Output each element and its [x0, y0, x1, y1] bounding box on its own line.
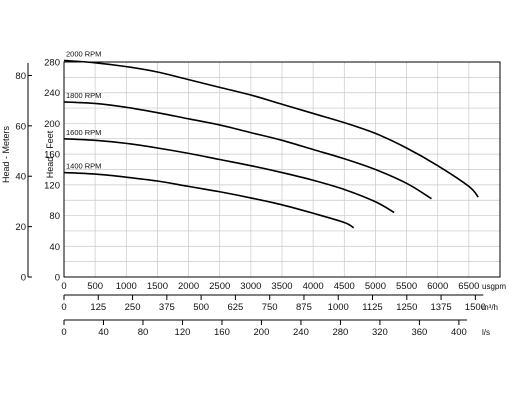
y-tick-label-meters: 40 — [15, 172, 26, 183]
y-axes: 0 40 80 120 160 200 240 280 0 20 40 60 80 — [15, 58, 60, 284]
y-tick-label-meters: 20 — [15, 222, 26, 233]
x-tick-label-usgpm: 6500 — [458, 281, 479, 292]
curve-label: 1600 RPM — [66, 128, 101, 137]
curve-label: 2000 RPM — [66, 49, 101, 58]
y-tick-label-feet: 240 — [44, 88, 60, 99]
x-tick-label-m3h: 1000 — [328, 302, 349, 313]
x-tick-label-usgpm: 0 — [61, 281, 66, 292]
curve-line — [63, 171, 355, 229]
x-tick-label-m3h: 625 — [227, 302, 243, 313]
x-tick-label-ls: 80 — [138, 327, 149, 338]
y-tick-label-feet: 280 — [44, 58, 60, 69]
curve-label: 1800 RPM — [66, 91, 101, 100]
curve-line — [63, 59, 479, 198]
x-tick-label-m3h: 0 — [61, 302, 66, 313]
y-tick-label-feet: 200 — [44, 119, 60, 130]
x-tick-label-ls: 400 — [451, 327, 467, 338]
y-tick-label-feet: 120 — [44, 180, 60, 191]
x-tick-label-usgpm: 5000 — [365, 281, 386, 292]
x-tick-label-usgpm: 5500 — [396, 281, 417, 292]
x-tick-label-ls: 360 — [411, 327, 427, 338]
x-unit-usgpm: usgpm — [482, 282, 506, 291]
x-tick-label-usgpm: 3000 — [240, 281, 261, 292]
chart-grid — [64, 62, 500, 277]
y-tick-label-feet: 160 — [44, 150, 60, 161]
x-tick-label-m3h: 1250 — [396, 302, 417, 313]
x-tick-label-ls: 200 — [254, 327, 270, 338]
x-tick-label-ls: 120 — [175, 327, 191, 338]
x-tick-label-m3h: 250 — [125, 302, 141, 313]
x-tick-label-usgpm: 2500 — [209, 281, 230, 292]
x-tick-label-m3h: 875 — [296, 302, 312, 313]
x-tick-label-m3h: 1375 — [431, 302, 452, 313]
x-tick-label-usgpm: 3500 — [271, 281, 292, 292]
x-tick-label-ls: 40 — [98, 327, 109, 338]
x-tick-label-m3h: 500 — [193, 302, 209, 313]
x-tick-label-ls: 280 — [332, 327, 348, 338]
x-tick-label-ls: 320 — [372, 327, 388, 338]
plot-frame — [63, 61, 501, 278]
y-tick-label-meters: 80 — [15, 71, 26, 82]
x-tick-label-usgpm: 4000 — [303, 281, 324, 292]
x-tick-label-m3h: 125 — [90, 302, 106, 313]
performance-curves: 2000 RPM 1800 RPM 1600 RPM 1400 RPM — [63, 49, 479, 229]
x-unit-m3h: m³/h — [482, 303, 498, 312]
x-tick-label-m3h: 1125 — [362, 302, 382, 313]
y-axis-title-feet: Head - Feet — [45, 130, 55, 178]
y-tick-label-meters: 60 — [15, 121, 26, 132]
curve-label: 1400 RPM — [66, 162, 101, 171]
x-axes: 0 500 1000 1500 2000 2500 3000 3500 4000 4500 5000… — [61, 281, 506, 338]
x-tick-label-ls: 240 — [293, 327, 309, 338]
x-tick-label-usgpm: 6000 — [427, 281, 448, 292]
x-tick-label-usgpm: 1000 — [116, 281, 137, 292]
y-tick-label-feet: 0 — [55, 273, 60, 284]
x-tick-label-usgpm: 500 — [87, 281, 103, 292]
x-tick-label-ls: 0 — [61, 327, 66, 338]
curve-line — [63, 137, 395, 214]
x-unit-ls: l/s — [482, 328, 490, 337]
x-tick-label-m3h: 750 — [262, 302, 278, 313]
y-tick-label-feet: 80 — [49, 211, 60, 222]
curve-line — [63, 101, 432, 200]
y-tick-label-feet: 40 — [49, 242, 60, 253]
x-tick-label-m3h: 1500 — [465, 302, 486, 313]
x-tick-label-usgpm: 2000 — [178, 281, 199, 292]
x-tick-label-m3h: 375 — [159, 302, 175, 313]
x-tick-label-ls: 160 — [214, 327, 230, 338]
x-tick-label-usgpm: 1500 — [147, 281, 168, 292]
y-tick-label-meters: 0 — [21, 273, 26, 284]
y-axis-title-meters: Head - Meters — [1, 125, 11, 183]
x-tick-label-usgpm: 4500 — [334, 281, 355, 292]
